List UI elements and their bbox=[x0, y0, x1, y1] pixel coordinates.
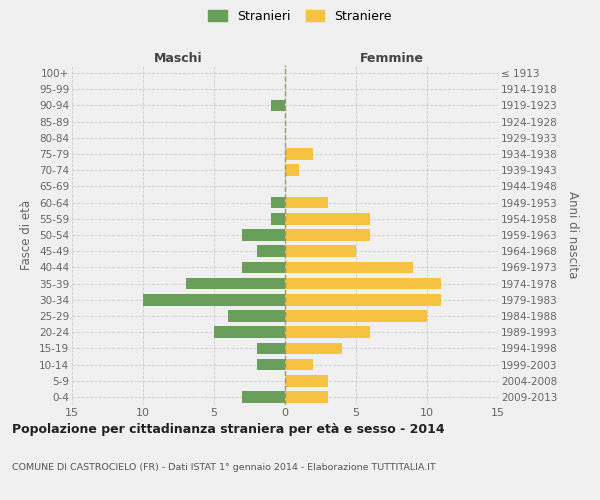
Bar bbox=[271, 197, 285, 208]
Bar bbox=[285, 148, 313, 160]
Bar bbox=[285, 310, 427, 322]
Bar bbox=[285, 262, 413, 273]
Bar bbox=[285, 246, 356, 257]
Text: Maschi: Maschi bbox=[154, 52, 203, 65]
Bar bbox=[285, 342, 342, 354]
Bar bbox=[242, 391, 285, 402]
Y-axis label: Fasce di età: Fasce di età bbox=[20, 200, 34, 270]
Bar bbox=[285, 375, 328, 386]
Text: Popolazione per cittadinanza straniera per età e sesso - 2014: Popolazione per cittadinanza straniera p… bbox=[12, 422, 445, 436]
Text: Femmine: Femmine bbox=[359, 52, 424, 65]
Bar bbox=[285, 229, 370, 241]
Bar bbox=[285, 164, 299, 176]
Bar bbox=[228, 310, 285, 322]
Bar bbox=[257, 342, 285, 354]
Bar bbox=[214, 326, 285, 338]
Bar bbox=[242, 229, 285, 241]
Legend: Stranieri, Straniere: Stranieri, Straniere bbox=[205, 6, 395, 26]
Bar bbox=[185, 278, 285, 289]
Bar bbox=[271, 100, 285, 112]
Bar bbox=[285, 294, 441, 306]
Bar bbox=[285, 326, 370, 338]
Text: COMUNE DI CASTROCIELO (FR) - Dati ISTAT 1° gennaio 2014 - Elaborazione TUTTITALI: COMUNE DI CASTROCIELO (FR) - Dati ISTAT … bbox=[12, 462, 436, 471]
Bar bbox=[257, 246, 285, 257]
Bar bbox=[242, 262, 285, 273]
Bar bbox=[285, 213, 370, 224]
Bar bbox=[285, 278, 441, 289]
Bar bbox=[285, 197, 328, 208]
Bar bbox=[257, 358, 285, 370]
Bar bbox=[285, 391, 328, 402]
Y-axis label: Anni di nascita: Anni di nascita bbox=[566, 192, 579, 278]
Bar bbox=[271, 213, 285, 224]
Bar bbox=[285, 358, 313, 370]
Bar bbox=[143, 294, 285, 306]
